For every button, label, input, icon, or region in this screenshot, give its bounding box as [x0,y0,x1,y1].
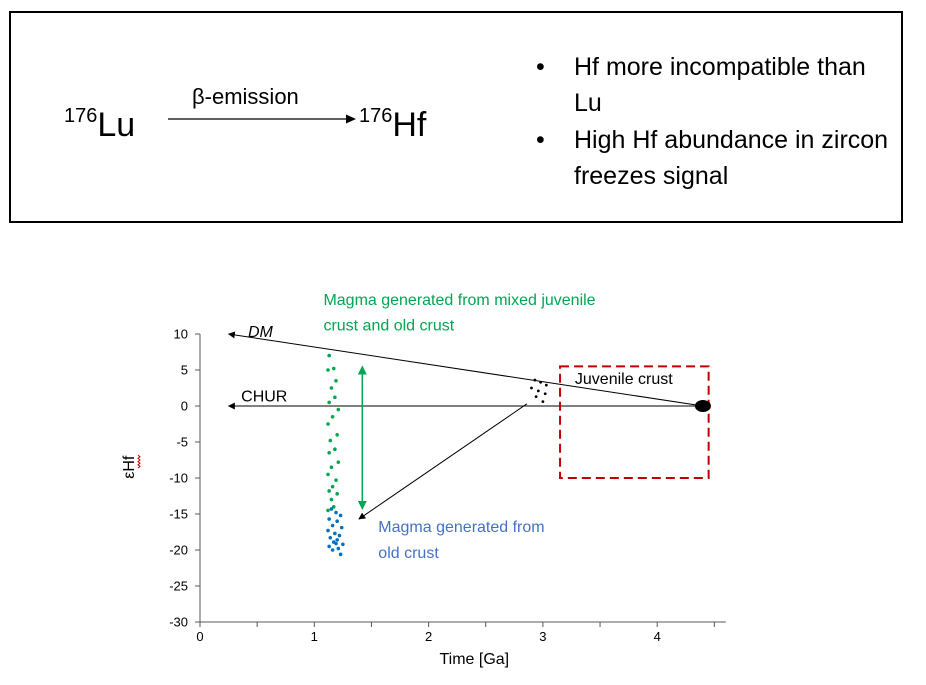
old-crust-point [341,542,345,547]
mixed-magma-label-line: Magma generated from mixed juvenile [323,292,595,309]
y-tick-label: -30 [169,615,188,630]
old-crust-point [330,523,335,528]
equation-box: 176Lu β-emission 176Hf Hf more incompati… [9,11,903,223]
mixed-magma-point [326,422,330,426]
axes: 10 5 0 -5 -10 -15 -20 -25 -30 0 1 2 3 4 [169,327,726,644]
y-tick-label: 5 [181,363,188,378]
y-axis-title: εHf [121,455,138,479]
old-crust-magma-label: Magma generated from old crust [378,519,549,562]
old-crust-point [335,519,339,523]
mixed-magma-point [334,379,338,383]
old-crust-point [334,541,338,546]
juvenile-crust-point [530,386,533,390]
old-crust-point [327,544,331,549]
mixed-magma-label: Magma generated from mixed juvenile crus… [323,292,600,334]
dm-line [227,331,703,407]
mixed-magma-point [327,451,331,455]
mixed-magma-point [335,492,339,496]
mixed-magma-point [330,484,335,489]
old-crust-magma-label-line: old crust [378,545,439,562]
juvenile-crust-label: Juvenile crust [575,371,673,388]
juvenile-crust-point [534,395,538,399]
mixed-magma-point [333,395,337,400]
mixed-magma-point [330,415,335,419]
x-tick-label: 3 [539,629,546,644]
y-tick-label: -25 [169,579,188,594]
mixed-magma-point [331,366,336,371]
juvenile-crust-box [559,365,710,479]
y-tick-label: 0 [181,399,188,414]
y-tick-label: -5 [176,435,188,450]
ehf-time-chart: 10 5 0 -5 -10 -15 -20 -25 -30 0 1 2 3 4 Time [Ga] εH… [121,292,726,668]
x-tick-label: 0 [196,629,203,644]
old-crust-point [337,533,342,538]
old-crust-magma-label-line: Magma generated from [378,519,544,536]
spellcheck-squiggle [137,454,141,469]
old-crust-arrow [358,403,528,520]
y-tick-label: -10 [169,471,188,486]
mixed-magma-point [333,447,337,451]
mixed-magma-point [329,465,334,469]
mixed-magma-point [326,368,330,372]
mixed-magma-point [326,472,330,477]
juvenile-crust-point [541,400,545,404]
old-crust-point [338,513,343,518]
old-crust-point [329,507,334,511]
mixed-magma-point [329,386,334,390]
old-crust-point [334,510,338,515]
bullet-item: High Hf abundance in zircon freezes sign… [536,122,896,194]
dm-label: DM [248,324,274,341]
old-crust-point [339,525,344,530]
y-tick-label: -20 [169,543,188,558]
mixed-magma-label-line: crust and old crust [323,317,454,334]
bullet-list: Hf more incompatible than Lu High Hf abu… [536,49,896,194]
mixed-magma-point [335,433,339,437]
mixed-magma-point [326,508,330,513]
x-tick-label: 1 [311,629,318,644]
bullet-item: Hf more incompatible than Lu [536,49,896,121]
y-axis-title-group: εHf [121,454,141,479]
x-axis-title: Time [Ga] [439,651,509,668]
source-point [694,400,711,412]
y-tick-label: -15 [169,507,188,522]
old-crust-point [326,528,330,533]
x-tick-label: 4 [654,629,661,644]
y-tick-label: 10 [174,327,188,342]
lu176-isotope: 176Lu [64,105,136,144]
juvenile-crust-point [544,383,548,387]
old-crust-point [328,535,333,540]
mixed-magma-point [336,407,341,412]
old-crust-point [336,546,341,551]
mixed-magma-point [336,460,341,464]
old-crust-point [330,548,335,552]
old-crust-point [338,552,343,557]
mixed-magma-point [334,478,338,482]
mixed-magma-point [327,353,331,358]
juvenile-crust-point [536,389,540,393]
mixed-magma-point [327,489,331,493]
juvenile-crust-point [533,378,537,382]
mixed-magma-point [328,438,333,443]
x-tick-label: 2 [425,629,432,644]
mixed-magma-point [327,400,331,405]
hf176-isotope: 176Hf [359,105,427,144]
old-crust-point [333,531,337,536]
decay-arrow [168,114,356,124]
juvenile-crust-point [539,380,543,384]
old-crust-point [327,517,331,521]
chur-label: CHUR [241,388,287,405]
old-crust-point [335,538,339,542]
mixed-magma-point [331,505,336,509]
juvenile-crust-point [543,392,547,396]
beta-emission-label: β-emission [192,84,299,109]
mixed-magma-point [329,497,334,502]
